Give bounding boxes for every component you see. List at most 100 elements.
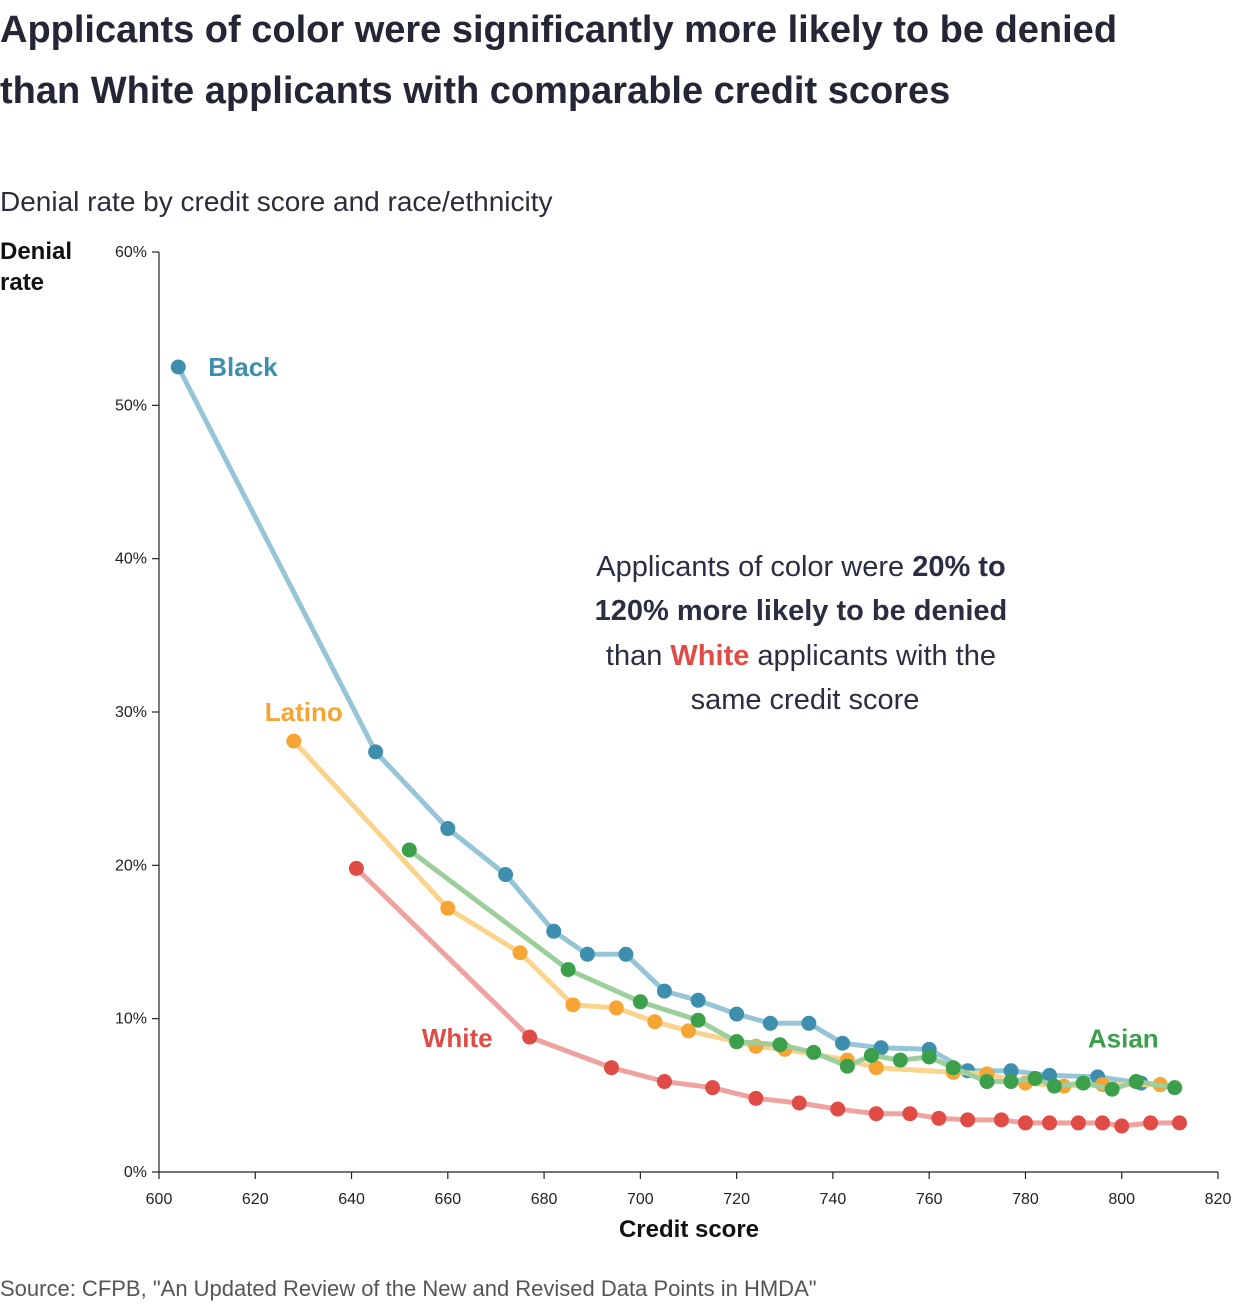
data-point-white <box>1070 1115 1086 1131</box>
data-point-white <box>791 1095 807 1111</box>
x-tick-label: 820 <box>1205 1191 1232 1208</box>
data-point-black <box>618 946 634 962</box>
data-point-black <box>546 923 562 939</box>
data-point-asian <box>921 1049 937 1065</box>
data-point-white <box>603 1060 619 1076</box>
data-point-asian <box>729 1034 745 1050</box>
y-tick-label: 10% <box>115 1011 147 1028</box>
x-tick-label: 600 <box>146 1191 173 1208</box>
data-point-white <box>656 1074 672 1090</box>
data-point-latino <box>868 1060 884 1076</box>
data-point-asian <box>839 1058 855 1074</box>
data-point-white <box>1094 1115 1110 1131</box>
data-point-asian <box>1167 1080 1183 1096</box>
data-point-asian <box>892 1052 908 1068</box>
data-point-asian <box>1128 1074 1144 1090</box>
data-point-white <box>1114 1118 1130 1134</box>
annotation-line3-after: applicants with the <box>749 640 996 672</box>
data-point-black <box>801 1015 817 1031</box>
series-latino: Latino <box>265 697 1168 1094</box>
data-point-asian <box>1027 1070 1043 1086</box>
data-point-white <box>348 860 364 876</box>
chart-title: Applicants of color were significantly m… <box>0 9 1118 112</box>
axes: 600 620 640 660 680 700 720 740 760 780 800 820 0% 10… <box>115 244 1231 1208</box>
data-point-white <box>1042 1115 1058 1131</box>
data-point-asian <box>863 1047 879 1063</box>
data-point-black <box>729 1006 745 1022</box>
x-tick-label: 720 <box>723 1191 750 1208</box>
data-point-asian <box>690 1012 706 1028</box>
chart-subtitle: Denial rate by credit score and race/eth… <box>0 186 553 217</box>
data-point-white <box>522 1029 538 1045</box>
y-tick-label: 40% <box>115 551 147 568</box>
series-asian: Asian <box>401 842 1183 1097</box>
data-point-black <box>579 946 595 962</box>
x-tick-label: 660 <box>434 1191 461 1208</box>
data-point-asian <box>1003 1074 1019 1090</box>
annotation-white-highlight: White <box>670 640 749 672</box>
data-point-latino <box>286 733 302 749</box>
data-point-asian <box>1046 1078 1062 1094</box>
data-point-white <box>902 1106 918 1122</box>
annotation-line1-regular: Applicants of color were <box>596 551 912 583</box>
data-point-latino <box>512 945 528 961</box>
data-point-asian <box>1104 1081 1120 1097</box>
data-point-latino <box>608 1000 624 1016</box>
x-tick-label: 780 <box>1012 1191 1039 1208</box>
series-label-black: Black <box>208 352 278 382</box>
data-point-black <box>170 359 186 375</box>
x-tick-label: 700 <box>627 1191 654 1208</box>
y-axis-title: Denial rate <box>0 238 73 296</box>
source-note: Source: CFPB, "An Updated Review of the … <box>0 1276 817 1301</box>
y-tick-label: 30% <box>115 704 147 721</box>
data-point-white <box>868 1106 884 1122</box>
data-point-black <box>762 1015 778 1031</box>
data-point-white <box>993 1112 1009 1128</box>
data-point-latino <box>440 900 456 916</box>
data-point-white <box>705 1080 721 1096</box>
data-point-black <box>690 992 706 1008</box>
annotation: Applicants of color were 20% to 120% mor… <box>595 551 1016 716</box>
series-white: White <box>348 860 1187 1134</box>
line-chart: 600 620 640 660 680 700 720 740 760 780 800 820 0% 10… <box>115 244 1231 1243</box>
data-point-black <box>835 1035 851 1051</box>
data-point-white <box>1017 1115 1033 1131</box>
data-point-black <box>368 744 384 760</box>
data-point-latino <box>681 1023 696 1039</box>
x-tick-label: 740 <box>820 1191 847 1208</box>
data-point-black <box>440 821 456 837</box>
data-point-asian <box>979 1074 995 1090</box>
x-tick-label: 640 <box>338 1191 365 1208</box>
data-point-black <box>1003 1063 1019 1079</box>
series-label-asian: Asian <box>1088 1024 1159 1054</box>
data-point-white <box>960 1112 976 1128</box>
y-tick-label: 20% <box>115 857 147 874</box>
y-tick-label: 50% <box>115 397 147 414</box>
series-line-asian <box>406 847 1178 1092</box>
data-point-white <box>748 1090 764 1106</box>
data-point-asian <box>772 1037 788 1053</box>
data-point-white <box>1143 1115 1159 1131</box>
x-tick-label: 800 <box>1108 1191 1135 1208</box>
data-point-white <box>931 1110 947 1126</box>
x-tick-label: 760 <box>916 1191 943 1208</box>
data-point-asian <box>560 962 576 978</box>
data-point-asian <box>1075 1075 1091 1091</box>
data-point-black <box>498 867 514 883</box>
series-label-latino: Latino <box>265 697 343 727</box>
data-point-white <box>830 1101 846 1117</box>
data-point-asian <box>632 994 648 1010</box>
annotation-line3-before: than <box>606 640 671 672</box>
data-point-black <box>656 983 672 999</box>
data-point-latino <box>647 1014 663 1030</box>
data-point-white <box>1171 1115 1187 1131</box>
data-point-asian <box>945 1060 961 1076</box>
x-axis-title: Credit score <box>619 1216 759 1243</box>
data-point-asian <box>401 842 417 858</box>
x-tick-label: 620 <box>242 1191 269 1208</box>
y-tick-label: 60% <box>115 244 147 261</box>
data-point-asian <box>806 1044 822 1060</box>
annotation-line4: same credit score <box>691 684 920 716</box>
annotation-line2: 120% more likely to be denied <box>595 595 1008 627</box>
series-label-white: White <box>422 1023 493 1053</box>
